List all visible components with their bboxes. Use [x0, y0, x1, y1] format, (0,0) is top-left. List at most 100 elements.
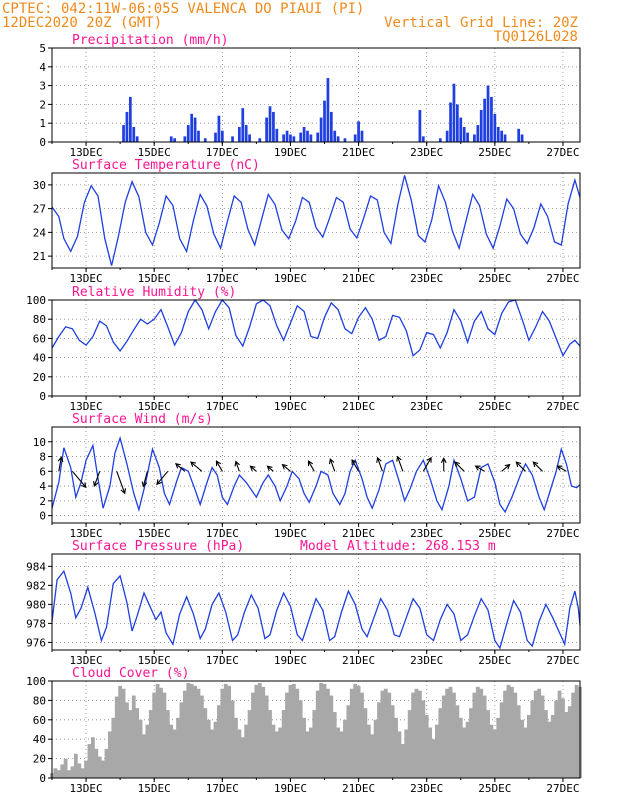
wind-arrow-shaft — [422, 457, 432, 472]
precipitation-bar — [517, 128, 521, 142]
cloud-cover-bar — [234, 717, 238, 778]
precipitation-xtick-label: 15DEC — [138, 146, 171, 159]
precipitation-bar — [241, 108, 245, 142]
precipitation-frame — [51, 47, 581, 143]
wind-arrow-head — [175, 463, 181, 469]
precipitation-bar — [326, 78, 330, 142]
wind-arrow-shaft — [267, 465, 274, 472]
temperature-ytick-label: 30 — [33, 179, 46, 192]
cloud-cover-bar — [315, 690, 320, 778]
precipitation-bar — [486, 85, 490, 142]
precipitation-bar — [275, 128, 279, 142]
pressure-xtick-label: 13DEC — [70, 654, 103, 667]
cloud-cover-bar — [353, 683, 358, 778]
wind-arrow-shaft — [532, 461, 543, 472]
wind-arrow — [307, 460, 315, 472]
cloud-cover-bar — [499, 702, 504, 778]
cloud-cover-bar — [380, 690, 385, 778]
pressure-xtick-label: 15DEC — [138, 654, 171, 667]
cloud-cover-bar — [217, 705, 221, 778]
precipitation-bar — [231, 136, 234, 142]
precipitation-bar — [299, 132, 303, 142]
wind-frame — [51, 426, 581, 524]
cloud-cover-ytick-label: 80 — [33, 694, 46, 707]
wind-arrow — [376, 456, 383, 472]
humidity-ytick-label: 80 — [33, 313, 46, 326]
precipitation-xtick-label: 17DEC — [206, 146, 239, 159]
humidity-xtick-label: 13DEC — [70, 400, 103, 413]
wind-arrow-head — [351, 459, 357, 466]
cloud-cover-bar — [475, 686, 480, 778]
pressure-xtick-label: 27DEC — [546, 654, 579, 667]
wind-xtick-label: 27DEC — [546, 527, 579, 540]
cloud-cover-bar — [56, 770, 61, 778]
cloud-cover-bar — [561, 698, 565, 778]
cloud-cover-xtick-label: 19DEC — [274, 782, 307, 795]
cloud-cover-bar — [397, 731, 402, 778]
cloud-cover-bar — [554, 700, 559, 778]
cloud-cover-bar — [264, 695, 269, 778]
cloud-cover-bar — [135, 708, 140, 778]
pressure-xtick-label: 17DEC — [206, 654, 239, 667]
wind-ytick-label: 10 — [33, 436, 46, 449]
wind-ytick-label: 8 — [39, 451, 46, 464]
precipitation-bar — [520, 134, 524, 142]
cloud-cover-bar — [121, 688, 126, 778]
precipitation-bar — [183, 136, 187, 142]
wind-arrow-shaft — [501, 464, 510, 472]
pressure-annotation: Model Altitude: 268.153 m — [300, 539, 496, 554]
wind-arrow — [57, 456, 64, 472]
wind-arrow-head — [454, 461, 460, 468]
cloud-cover-bar — [540, 695, 545, 778]
cloud-cover-bar — [227, 685, 232, 778]
cloud-cover-bar — [492, 729, 497, 778]
cloud-cover-bar — [63, 758, 68, 778]
precipitation-bar — [258, 138, 262, 142]
panel-pressure: Surface Pressure (hPa) Model Altitude: 26… — [26, 539, 581, 667]
cloud-cover-bar — [104, 748, 109, 778]
wind-arrow-shaft — [515, 461, 526, 472]
cloud-cover-bar — [247, 710, 252, 778]
cloud-cover-bar — [285, 692, 289, 778]
cloud-cover-bar — [278, 727, 283, 778]
wind-arrow-head — [215, 460, 222, 467]
header-date-line: 12DEC2020 20Z (GMT) — [2, 15, 162, 31]
cloud-cover-bar — [203, 708, 208, 778]
precipitation-bar — [169, 136, 173, 142]
humidity-frame — [51, 299, 581, 397]
cloud-cover-bar — [465, 721, 470, 778]
humidity-xtick-label: 27DEC — [546, 400, 579, 413]
cloud-cover-bar — [159, 687, 163, 778]
wind-xtick-label: 23DEC — [410, 527, 443, 540]
cloud-cover-bar — [326, 688, 330, 778]
cloud-cover-bar — [329, 695, 334, 778]
cloud-cover-bar — [319, 682, 324, 778]
temperature-frame — [51, 172, 581, 269]
precipitation-bar — [343, 138, 347, 142]
pressure-frame — [51, 553, 581, 651]
wind-xtick-label: 17DEC — [206, 527, 239, 540]
cloud-cover-bar — [564, 712, 569, 778]
cloud-cover-bar — [60, 764, 65, 778]
wind-xtick-label: 19DEC — [274, 527, 307, 540]
wind-xtick-label: 21DEC — [342, 527, 375, 540]
wind-arrow-shaft — [351, 459, 360, 472]
cloud-cover-bar — [469, 708, 473, 778]
precipitation-bar — [316, 132, 320, 142]
cloud-cover-bar — [377, 702, 381, 778]
wind-arrow-shaft — [72, 470, 87, 488]
wind-arrow-shaft — [250, 465, 257, 472]
precipitation-bar — [445, 130, 449, 142]
wind-arrow-shaft — [475, 465, 485, 472]
pressure-xtick-label: 23DEC — [410, 654, 443, 667]
wind-arrow-shaft — [377, 457, 383, 472]
wind-arrow — [556, 465, 567, 472]
cloud-cover-xtick-label: 25DEC — [478, 782, 511, 795]
cloud-cover-bar — [251, 692, 255, 778]
cloud-cover-bar — [145, 724, 150, 778]
cloud-cover-bar — [230, 700, 235, 778]
cloud-cover-xtick-label: 17DEC — [206, 782, 239, 795]
precipitation-bar — [132, 126, 136, 142]
cloud-cover-xtick-label: 15DEC — [138, 782, 171, 795]
wind-arrow-head — [141, 481, 148, 488]
